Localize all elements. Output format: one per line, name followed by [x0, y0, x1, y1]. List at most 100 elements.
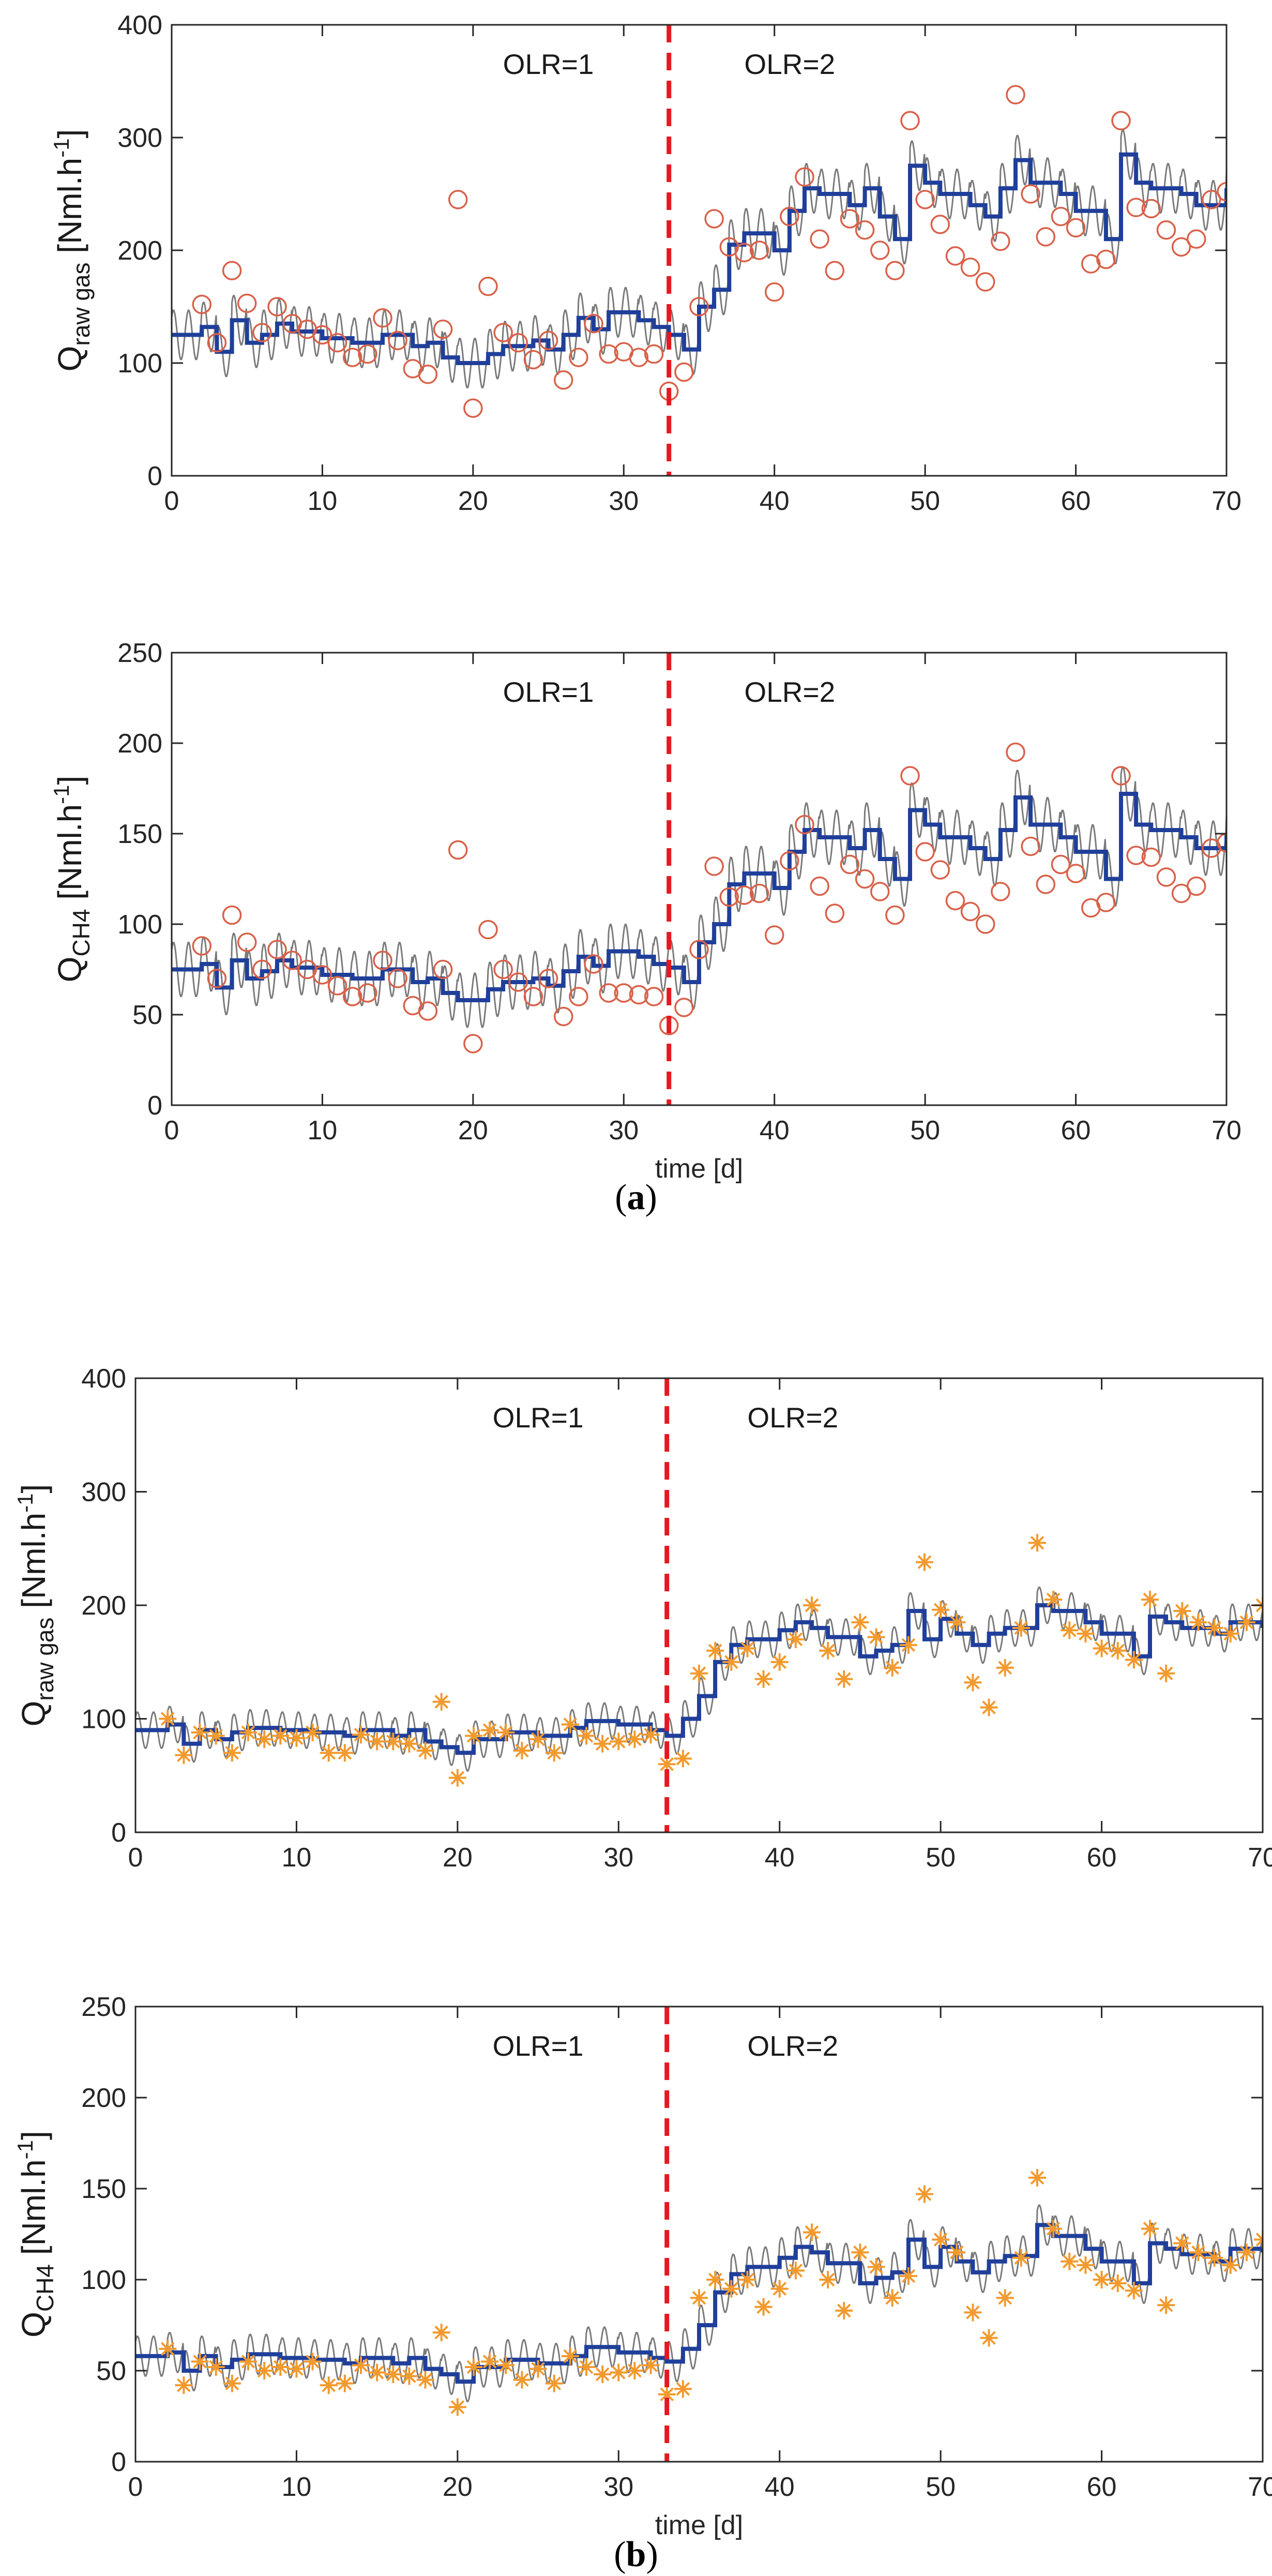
data-point — [327, 333, 347, 353]
y-tick-label: 200 — [117, 236, 162, 266]
data-point — [416, 2371, 434, 2389]
data-point — [1028, 2168, 1046, 2187]
data-point — [1109, 2274, 1127, 2293]
annotation-olr-1: OLR=1 — [503, 676, 594, 708]
data-point — [948, 2243, 966, 2262]
data-point — [255, 1730, 274, 1749]
data-point — [770, 1653, 789, 1671]
data-point — [855, 869, 875, 889]
x-tick-label: 70 — [1212, 486, 1241, 516]
data-point — [945, 891, 965, 911]
data-point — [237, 932, 257, 952]
annotation-olr-2: OLR=2 — [747, 1402, 838, 1434]
data-point — [448, 190, 468, 209]
data-point — [304, 1723, 322, 1741]
data-point — [1237, 2243, 1255, 2262]
data-point — [352, 1726, 370, 1744]
x-tick-label: 50 — [926, 1843, 956, 1873]
x-tick-label: 40 — [765, 2472, 795, 2502]
data-point — [508, 972, 528, 992]
y-tick-label: 200 — [117, 729, 162, 759]
data-point — [674, 1750, 692, 1768]
data-point — [481, 2353, 499, 2371]
data-point — [1141, 2220, 1159, 2238]
data-point — [584, 954, 603, 974]
data-point — [1061, 1621, 1079, 1639]
x-tick-label: 10 — [282, 1843, 312, 1873]
data-point — [899, 1636, 917, 1654]
data-point — [239, 2353, 257, 2371]
data-point — [754, 1670, 773, 1688]
data-point — [513, 1741, 531, 1759]
data-point — [222, 261, 242, 280]
data-point — [463, 1034, 483, 1053]
data-point — [433, 319, 453, 339]
data-point — [1217, 833, 1226, 853]
data-point — [320, 2376, 338, 2394]
data-point — [327, 976, 347, 996]
annotation-olr-1: OLR=1 — [493, 1402, 584, 1434]
data-point — [493, 959, 513, 980]
data-point — [287, 1729, 306, 1747]
data-point — [991, 231, 1010, 251]
data-point — [388, 330, 407, 351]
data-point — [400, 2367, 418, 2385]
data-point — [749, 240, 769, 260]
data-point — [1044, 2220, 1063, 2238]
y-axis-label-sup: -1 — [49, 138, 73, 157]
data-point — [578, 2358, 595, 2376]
data-point — [819, 1641, 837, 1660]
data-point — [991, 882, 1010, 901]
data-point — [523, 350, 543, 370]
data-point — [1006, 742, 1025, 762]
data-point — [704, 209, 724, 229]
data-point — [336, 2374, 354, 2392]
y-axis-label-sup: -1 — [49, 785, 73, 804]
data-point — [610, 1733, 628, 1751]
data-point — [795, 815, 814, 835]
data-point — [599, 344, 618, 364]
data-point — [690, 2289, 708, 2307]
data-point — [642, 1726, 660, 1744]
data-point — [674, 362, 694, 382]
data-point — [599, 983, 618, 1003]
data-point — [1028, 1534, 1046, 1552]
data-point — [996, 1659, 1014, 1677]
y-axis-label: Qraw gas [Nml.h-1] — [49, 129, 95, 372]
data-point — [1189, 1613, 1207, 1631]
data-point — [207, 333, 227, 353]
data-point — [899, 2267, 917, 2285]
data-point — [191, 2353, 209, 2371]
series-model-fine — [172, 766, 1226, 1028]
data-point — [1081, 254, 1101, 274]
data-point — [336, 1744, 354, 1762]
data-point — [996, 2289, 1014, 2307]
data-point — [795, 167, 814, 187]
data-point — [749, 883, 769, 903]
chart-2: OLR=1 OLR=2 0 10 20 30 40 50 60 70 0 50 100 150 200 250… — [49, 638, 1241, 1184]
data-point — [770, 2280, 789, 2298]
y-axis-label: QCH4 [Nml.h-1] — [49, 776, 95, 983]
data-point — [810, 876, 829, 896]
y-axis-label-base: Q — [15, 1701, 52, 1727]
data-point — [282, 951, 302, 970]
data-point — [368, 1733, 386, 1751]
data-point — [497, 2356, 515, 2374]
data-point — [1125, 2282, 1143, 2300]
x-tick-label: 20 — [443, 2472, 473, 2502]
data-point — [529, 2360, 547, 2378]
chart-1: OLR=1 OLR=2 0 10 20 30 40 50 60 70 0 100 200 300 400 Qr… — [49, 10, 1241, 516]
data-point — [463, 398, 483, 418]
x-tick-label: 60 — [1087, 2472, 1117, 2502]
y-axis-label-sub: raw gas — [32, 1617, 58, 1700]
data-point — [1141, 847, 1161, 867]
data-point — [780, 851, 799, 871]
data-point — [1061, 2252, 1079, 2270]
data-point — [706, 2271, 724, 2288]
data-point — [658, 1755, 676, 1773]
y-axis-label-unit: [Nml.h — [51, 158, 88, 263]
data-point — [1156, 220, 1176, 240]
data-point — [1093, 1639, 1111, 1658]
data-point — [1006, 85, 1025, 104]
y-tick-label: 200 — [81, 1591, 126, 1621]
